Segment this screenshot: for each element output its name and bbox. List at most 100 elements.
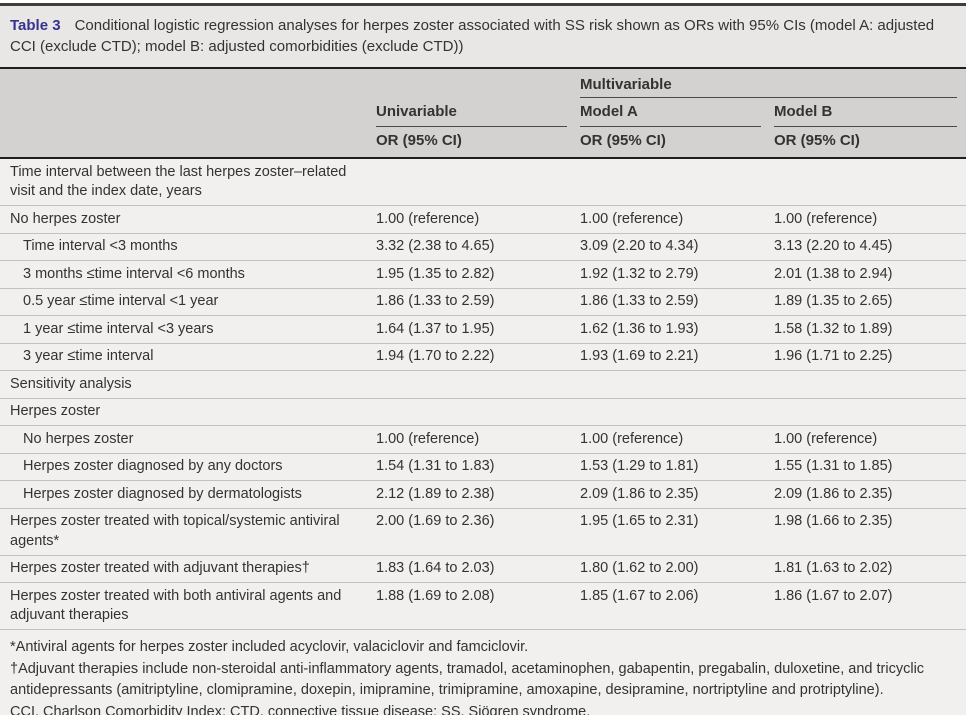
- or-ci-value: 1.00 (reference): [774, 205, 966, 233]
- or-ci-value: 1.86 (1.33 to 2.59): [376, 287, 580, 316]
- empty-header-cell: [0, 127, 376, 159]
- or-ci-value: 1.00 (reference): [376, 425, 580, 453]
- or-ci-value: 1.00 (reference): [580, 205, 774, 233]
- table-row: Herpes zoster treated with adjuvant ther…: [0, 554, 966, 583]
- row-label: 0.5 year ≤time interval <1 year: [0, 287, 376, 316]
- or-ci-value: 1.81 (1.63 to 2.02): [774, 554, 966, 583]
- table-row: 1 year ≤time interval <3 years 1.64 (1.37…: [0, 315, 966, 343]
- row-label: Herpes zoster: [0, 397, 376, 426]
- table-row: 0.5 year ≤time interval <1 year 1.86 (1.3…: [0, 287, 966, 316]
- caption-header-divider: [0, 67, 966, 69]
- or-ci-value: 1.94 (1.70 to 2.22): [376, 342, 580, 371]
- or-ci-value: 1.83 (1.64 to 2.03): [376, 554, 580, 583]
- or-ci-subheader: OR (95% CI): [376, 127, 580, 159]
- or-ci-value: 1.88 (1.69 to 2.08): [376, 582, 580, 629]
- table-row: Sensitivity analysis: [0, 370, 966, 398]
- or-ci-value: 2.09 (1.86 to 2.35): [580, 480, 774, 508]
- or-ci-value: 1.95 (1.35 to 2.82): [376, 260, 580, 288]
- or-ci-value: 1.00 (reference): [774, 425, 966, 453]
- or-ci-value: 1.92 (1.32 to 2.79): [580, 260, 774, 288]
- table-header: Multivariable Univariable Model A Model …: [0, 69, 966, 159]
- or-ci-value: 1.96 (1.71 to 2.25): [774, 342, 966, 371]
- row-label: No herpes zoster: [0, 205, 376, 233]
- or-ci-value: [774, 370, 966, 398]
- empty-header-cell: [0, 98, 376, 127]
- row-label: 3 months ≤time interval <6 months: [0, 260, 376, 288]
- row-label: Herpes zoster treated with adjuvant ther…: [0, 554, 376, 583]
- or-ci-value: 1.86 (1.67 to 2.07): [774, 582, 966, 629]
- or-ci-value: 1.85 (1.67 to 2.06): [580, 582, 774, 629]
- or-ci-value: 1.62 (1.36 to 1.93): [580, 315, 774, 343]
- row-label: No herpes zoster: [0, 425, 376, 453]
- or-ci-value: 1.95 (1.65 to 2.31): [580, 507, 774, 555]
- or-ci-value: 1.00 (reference): [376, 205, 580, 233]
- col-header-model-b: Model B: [774, 98, 966, 127]
- row-label: Time interval <3 months: [0, 232, 376, 261]
- top-divider: [0, 3, 966, 6]
- or-ci-value: [376, 397, 580, 426]
- table-row: Herpes zoster treated with both antivira…: [0, 582, 966, 629]
- table-row: Herpes zoster diagnosed by any doctors 1.…: [0, 452, 966, 481]
- table-row: 3 year ≤time interval 1.94 (1.70 to 2.22)…: [0, 342, 966, 371]
- model-header-row: Univariable Model A Model B: [0, 98, 966, 127]
- or-ci-value: 1.58 (1.32 to 1.89): [774, 315, 966, 343]
- or-ci-value: 1.80 (1.62 to 2.00): [580, 554, 774, 583]
- measure-header-row: OR (95% CI) OR (95% CI) OR (95% CI): [0, 127, 966, 159]
- or-ci-value: 1.98 (1.66 to 2.35): [774, 507, 966, 555]
- table-row: No herpes zoster 1.00 (reference) 1.00 (re…: [0, 205, 966, 233]
- table-row: Herpes zoster: [0, 397, 966, 426]
- or-ci-value: 1.86 (1.33 to 2.59): [580, 287, 774, 316]
- row-label: 3 year ≤time interval: [0, 342, 376, 371]
- or-ci-value: 1.55 (1.31 to 1.85): [774, 452, 966, 481]
- row-label: Time interval between the last herpes zo…: [0, 158, 376, 206]
- table-row: Time interval between the last herpes zo…: [0, 158, 966, 206]
- multivariable-group-header: Multivariable: [580, 69, 966, 98]
- or-ci-value: [774, 158, 966, 206]
- col-header-model-a: Model A: [580, 98, 774, 127]
- or-ci-value: 2.01 (1.38 to 2.94): [774, 260, 966, 288]
- row-label: Herpes zoster diagnosed by any doctors: [0, 452, 376, 481]
- or-ci-value: 1.53 (1.29 to 1.81): [580, 452, 774, 481]
- or-ci-value: 1.64 (1.37 to 1.95): [376, 315, 580, 343]
- empty-header-cell: [376, 69, 580, 98]
- group-header-row: Multivariable: [0, 69, 966, 98]
- or-ci-value: 1.93 (1.69 to 2.21): [580, 342, 774, 371]
- table-caption-text: Conditional logistic regression analyses…: [10, 17, 935, 55]
- or-ci-value: [376, 370, 580, 398]
- row-label: Herpes zoster diagnosed by dermatologist…: [0, 480, 376, 508]
- table-row: Herpes zoster diagnosed by dermatologist…: [0, 480, 966, 508]
- col-header-univariable: Univariable: [376, 98, 580, 127]
- or-ci-value: [580, 158, 774, 206]
- table-body: Time interval between the last herpes zo…: [0, 158, 966, 629]
- footnote-line: †Adjuvant therapies include non-steroida…: [10, 660, 925, 699]
- or-ci-value: 2.12 (1.89 to 2.38): [376, 480, 580, 508]
- table-row: Time interval <3 months 3.32 (2.38 to 4.6…: [0, 232, 966, 261]
- table-row: Herpes zoster treated with topical/syste…: [0, 507, 966, 555]
- or-ci-value: [580, 397, 774, 426]
- or-ci-value: 2.00 (1.69 to 2.36): [376, 507, 580, 555]
- footnote-line: *Antiviral agents for herpes zoster incl…: [10, 639, 529, 655]
- row-label: Sensitivity analysis: [0, 370, 376, 398]
- table-footnotes: *Antiviral agents for herpes zoster incl…: [0, 629, 966, 715]
- table-row: 3 months ≤time interval <6 months 1.95 (1…: [0, 260, 966, 288]
- or-ci-value: 1.54 (1.31 to 1.83): [376, 452, 580, 481]
- or-ci-subheader: OR (95% CI): [774, 127, 966, 159]
- or-ci-value: [774, 397, 966, 426]
- or-ci-value: [376, 158, 580, 206]
- row-label: 1 year ≤time interval <3 years: [0, 315, 376, 343]
- row-label: Herpes zoster treated with both antivira…: [0, 582, 376, 629]
- empty-header-cell: [0, 69, 376, 98]
- table-label: Table 3: [10, 17, 61, 34]
- or-ci-value: 3.13 (2.20 to 4.45): [774, 232, 966, 261]
- or-ci-value: 2.09 (1.86 to 2.35): [774, 480, 966, 508]
- or-ci-value: 3.32 (2.38 to 4.65): [376, 232, 580, 261]
- or-ci-value: [580, 370, 774, 398]
- or-ci-value: 1.89 (1.35 to 2.65): [774, 287, 966, 316]
- row-label: Herpes zoster treated with topical/syste…: [0, 507, 376, 555]
- or-ci-value: 3.09 (2.20 to 4.34): [580, 232, 774, 261]
- regression-results-table: Multivariable Univariable Model A Model …: [0, 69, 966, 629]
- or-ci-subheader: OR (95% CI): [580, 127, 774, 159]
- footnote-line: CCI, Charlson Comorbidity Index; CTD, co…: [10, 703, 591, 715]
- table-caption: Table 3 Conditional logistic regression a…: [0, 6, 966, 67]
